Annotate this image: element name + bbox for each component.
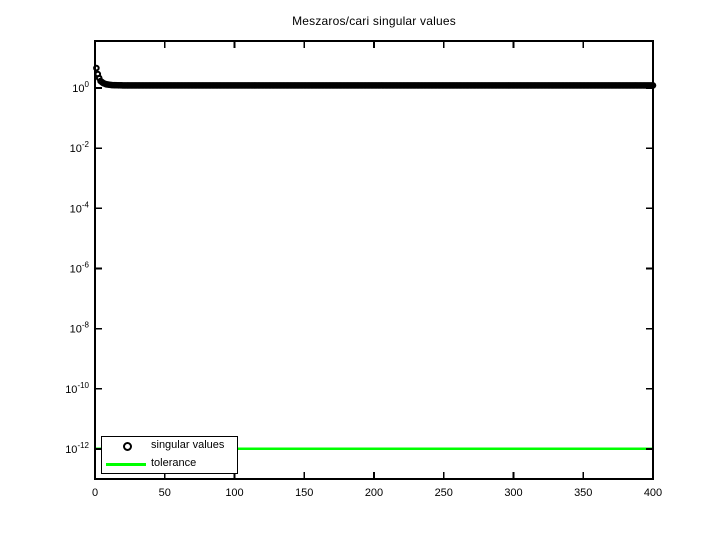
svg-text:0: 0 xyxy=(92,487,98,499)
svg-text:10-6: 10-6 xyxy=(70,260,90,275)
svg-text:10-10: 10-10 xyxy=(65,381,89,396)
svg-text:200: 200 xyxy=(365,487,383,499)
svg-text:100: 100 xyxy=(72,80,89,95)
legend-label-singular-values: singular values xyxy=(151,439,225,451)
tolerance-line-icon xyxy=(106,463,146,466)
circle-marker-icon xyxy=(123,442,132,451)
svg-text:10-2: 10-2 xyxy=(70,140,90,155)
svg-text:250: 250 xyxy=(435,487,453,499)
legend: singular values tolerance xyxy=(101,436,238,474)
chart-title: Meszaros/cari singular values xyxy=(292,14,456,28)
svg-text:10-12: 10-12 xyxy=(65,441,89,456)
legend-item-tolerance: tolerance xyxy=(102,455,237,473)
svg-text:400: 400 xyxy=(644,487,662,499)
svg-text:350: 350 xyxy=(574,487,592,499)
svg-text:300: 300 xyxy=(504,487,522,499)
legend-item-singular-values: singular values xyxy=(102,437,237,455)
legend-label-tolerance: tolerance xyxy=(151,457,197,469)
svg-text:10-8: 10-8 xyxy=(70,321,90,336)
svg-text:50: 50 xyxy=(159,487,171,499)
svg-text:100: 100 xyxy=(225,487,243,499)
svg-text:10-4: 10-4 xyxy=(70,200,90,215)
svg-text:150: 150 xyxy=(295,487,313,499)
